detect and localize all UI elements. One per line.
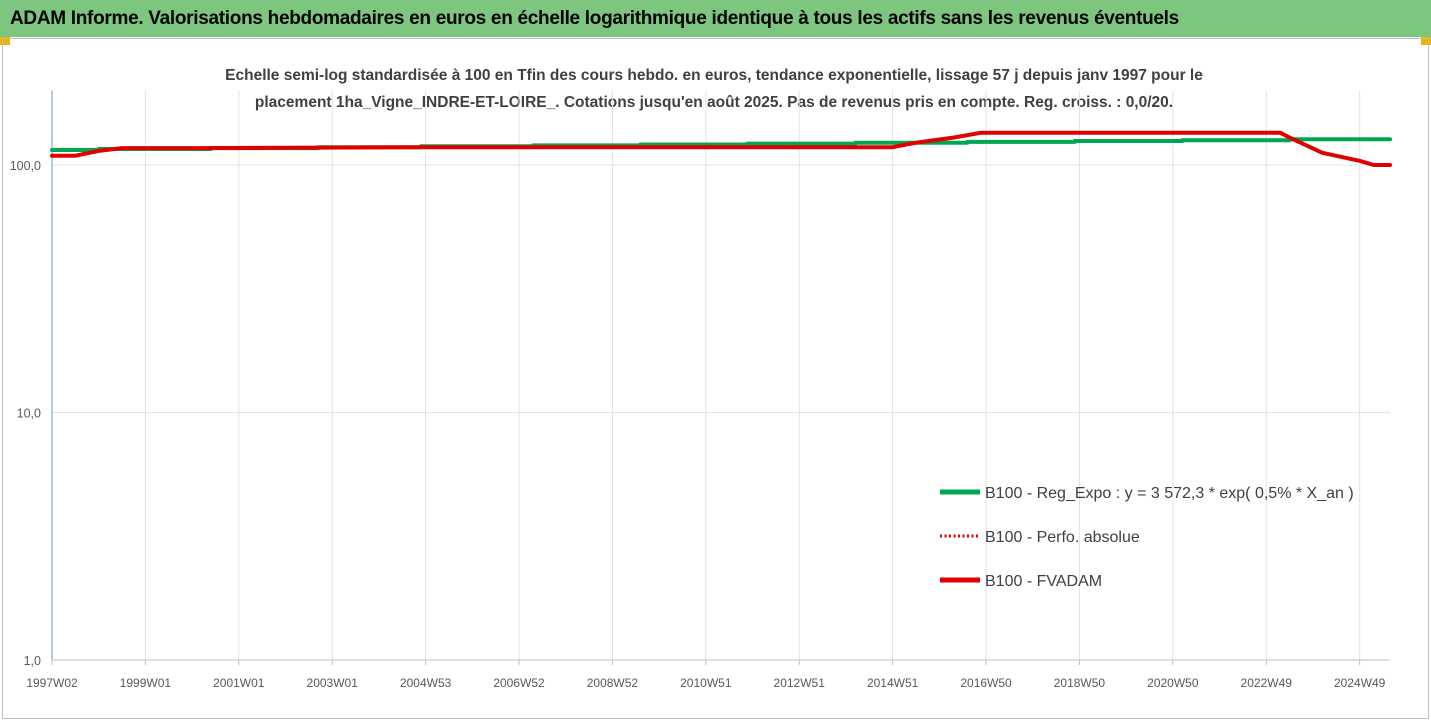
x-tick-label: 2003W01	[307, 676, 359, 690]
x-tick-label: 2016W50	[960, 676, 1012, 690]
gridlines	[52, 90, 1390, 661]
x-tick-label: 2022W49	[1241, 676, 1293, 690]
report-title-bar: ADAM Informe. Valorisations hebdomadaire…	[0, 0, 1431, 37]
legend: B100 - Reg_Expo : y = 3 572,3 * exp( 0,5…	[940, 485, 1354, 590]
x-tick-label: 2004W53	[400, 676, 452, 690]
x-tick-label: 1999W01	[120, 676, 172, 690]
chart-frame	[2, 38, 1429, 719]
legend-label-1: B100 - Reg_Expo : y = 3 572,3 * exp( 0,5…	[985, 485, 1354, 502]
legend-label-3: B100 - FVADAM	[985, 573, 1102, 590]
chart-subtitle-line-1: Echelle semi-log standardisée à 100 en T…	[225, 67, 1203, 84]
y-tick-label: 100,0	[10, 159, 41, 173]
x-tick-label: 2001W01	[213, 676, 265, 690]
x-tick-label: 2024W49	[1334, 676, 1386, 690]
y-tick-label: 1,0	[24, 654, 41, 668]
x-tick-label: 2010W51	[680, 676, 732, 690]
x-tick-label: 2012W51	[774, 676, 826, 690]
series-line-3	[50, 130, 1392, 167]
x-tick-label: 2020W50	[1147, 676, 1199, 690]
series-lines	[50, 130, 1392, 167]
corner-marker-left	[0, 37, 10, 45]
report-title: ADAM Informe. Valorisations hebdomadaire…	[10, 8, 1179, 29]
y-tick-label: 10,0	[17, 407, 41, 421]
chart-subtitle-line-2: placement 1ha_Vigne_INDRE-ET-LOIRE_. Cot…	[255, 94, 1173, 111]
y-tick-labels: 1,0 10,0 100,0	[10, 159, 41, 668]
x-tick-label: 2018W50	[1054, 676, 1106, 690]
x-tick-label: 2014W51	[867, 676, 919, 690]
x-tick-label: 2006W52	[493, 676, 545, 690]
corner-marker-right	[1421, 37, 1431, 45]
axes	[51, 90, 1390, 665]
x-tick-label: 2008W52	[587, 676, 639, 690]
legend-label-2: B100 - Perfo. absolue	[985, 529, 1140, 546]
x-tick-labels: 1997W02 1999W01 2001W01 2003W01 2004W53 2006W…	[26, 676, 1385, 690]
x-tick-label: 1997W02	[26, 676, 78, 690]
